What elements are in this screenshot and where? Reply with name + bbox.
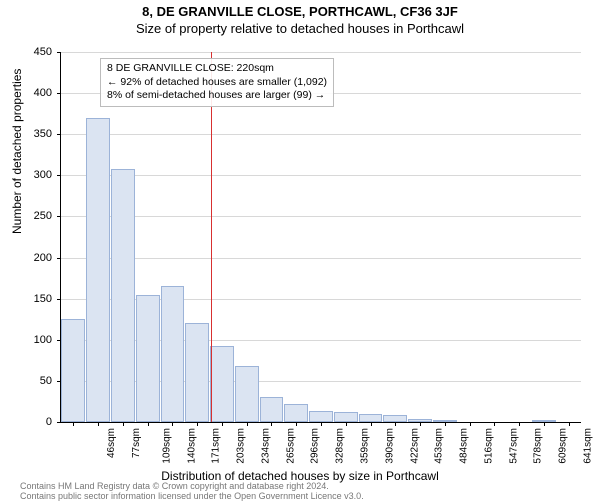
ytick-label: 300 (22, 169, 52, 181)
xtick-label: 484sqm (459, 428, 470, 464)
xtick-mark (569, 422, 570, 426)
histogram-bar (359, 414, 383, 422)
xtick-label: 203sqm (236, 428, 247, 464)
histogram-bar (309, 411, 333, 423)
xtick-mark (470, 422, 471, 426)
ytick-label: 100 (22, 334, 52, 346)
annotation-box: 8 DE GRANVILLE CLOSE: 220sqm ← 92% of de… (100, 58, 334, 107)
xtick-label: 109sqm (161, 428, 172, 464)
ytick-label: 0 (22, 416, 52, 428)
histogram-bar (334, 412, 358, 422)
xtick-label: 453sqm (434, 428, 445, 464)
xtick-mark (371, 422, 372, 426)
histogram-bar (235, 366, 259, 422)
page-title-address: 8, DE GRANVILLE CLOSE, PORTHCAWL, CF36 3… (0, 4, 600, 19)
ytick-label: 450 (22, 46, 52, 58)
xtick-mark (148, 422, 149, 426)
ytick-mark (57, 52, 61, 53)
xtick-mark (420, 422, 421, 426)
ytick-label: 400 (22, 87, 52, 99)
xtick-label: 578sqm (533, 428, 544, 464)
ytick-label: 250 (22, 210, 52, 222)
histogram-bar (136, 295, 160, 422)
xtick-mark (247, 422, 248, 426)
grid-line (61, 258, 581, 259)
xtick-label: 609sqm (558, 428, 569, 464)
xtick-label: 46sqm (106, 428, 117, 458)
xtick-mark (519, 422, 520, 426)
ytick-mark (57, 299, 61, 300)
ytick-label: 350 (22, 128, 52, 140)
xtick-label: 390sqm (384, 428, 395, 464)
grid-line (61, 216, 581, 217)
xtick-mark (296, 422, 297, 426)
histogram-bar (185, 323, 209, 422)
ytick-mark (57, 134, 61, 135)
xtick-label: 422sqm (409, 428, 420, 464)
histogram-bar (284, 404, 308, 422)
xtick-label: 265sqm (285, 428, 296, 464)
xtick-label: 516sqm (483, 428, 494, 464)
xtick-mark (346, 422, 347, 426)
xtick-label: 77sqm (131, 428, 142, 458)
annotation-line-2: ← 92% of detached houses are smaller (1,… (107, 76, 327, 90)
xtick-label: 547sqm (508, 428, 519, 464)
histogram-bar (161, 286, 185, 422)
annotation-line-1: 8 DE GRANVILLE CLOSE: 220sqm (107, 62, 327, 76)
ytick-mark (57, 422, 61, 423)
ytick-mark (57, 258, 61, 259)
page-title-subtitle: Size of property relative to detached ho… (0, 21, 600, 36)
xtick-label: 296sqm (310, 428, 321, 464)
xtick-mark (321, 422, 322, 426)
ytick-mark (57, 175, 61, 176)
ytick-mark (57, 381, 61, 382)
histogram-bar (86, 118, 110, 422)
annotation-line-3: 8% of semi-detached houses are larger (9… (107, 89, 327, 103)
plot-area (60, 52, 581, 423)
xtick-mark (123, 422, 124, 426)
xtick-label: 234sqm (261, 428, 272, 464)
ytick-mark (57, 216, 61, 217)
histogram-bar (61, 319, 85, 422)
footer-line-2: Contains public sector information licen… (20, 492, 364, 502)
ytick-mark (57, 93, 61, 94)
ytick-label: 200 (22, 252, 52, 264)
xtick-mark (494, 422, 495, 426)
ytick-mark (57, 340, 61, 341)
xtick-label: 171sqm (211, 428, 222, 464)
xtick-mark (73, 422, 74, 426)
xtick-mark (544, 422, 545, 426)
grid-line (61, 52, 581, 53)
xtick-mark (395, 422, 396, 426)
histogram-bar (260, 397, 284, 422)
histogram-chart: 8 DE GRANVILLE CLOSE: 220sqm ← 92% of de… (60, 52, 580, 422)
ytick-label: 50 (22, 375, 52, 387)
grid-line (61, 134, 581, 135)
reference-marker-line (211, 52, 212, 422)
xtick-label: 359sqm (360, 428, 371, 464)
ytick-label: 150 (22, 293, 52, 305)
xtick-label: 140sqm (186, 428, 197, 464)
footer-attribution: Contains HM Land Registry data © Crown c… (20, 482, 364, 502)
histogram-bar (210, 346, 234, 422)
xtick-mark (197, 422, 198, 426)
histogram-bar (111, 169, 135, 422)
xtick-label: 328sqm (335, 428, 346, 464)
xtick-mark (271, 422, 272, 426)
xtick-mark (98, 422, 99, 426)
grid-line (61, 175, 581, 176)
xtick-mark (172, 422, 173, 426)
xtick-mark (445, 422, 446, 426)
xtick-label: 641sqm (582, 428, 593, 464)
xtick-mark (222, 422, 223, 426)
